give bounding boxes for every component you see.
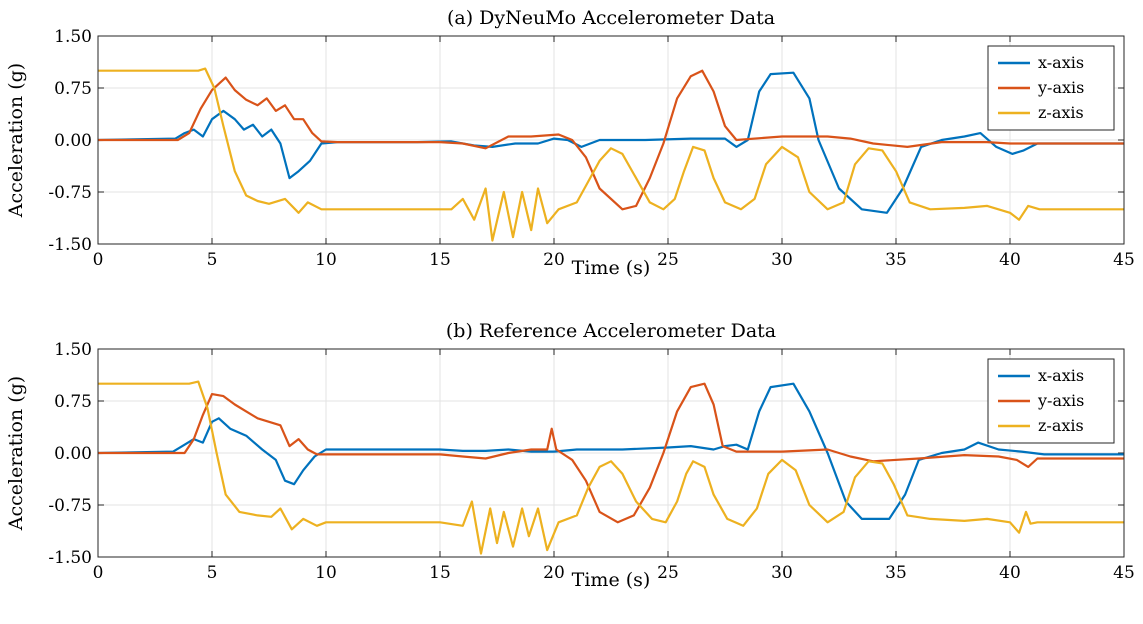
x-tick-label: 25 [657,250,679,270]
y-axis-label: Acceleration (g) [5,63,27,218]
y-tick-label: -0.75 [48,496,92,516]
x-tick-label: 35 [885,250,907,270]
series-line-x-axis [98,382,1124,520]
y-tick-label: 0.00 [54,131,92,151]
legend-entry: x-axis [1038,366,1084,385]
chart-title: (b) Reference Accelerometer Data [446,320,776,342]
y-tick-label: 0.75 [54,392,92,412]
series-line-z-axis [98,67,1124,242]
x-tick-label: 45 [1113,250,1135,270]
series-line-z-axis [98,380,1124,555]
x-tick-label: 25 [657,563,679,583]
plot-frame [97,35,1125,245]
plot-frame [97,348,1125,558]
x-axis-label: Time (s) [572,257,651,279]
x-axis-label: Time (s) [572,569,651,591]
x-tick-label: 15 [429,250,451,270]
panel-b: 0 5 10 15 20 25 30 35 40 45 1.50 0.75 0.00 -0.75 -1.50… [5,320,1135,591]
legend-entry: y-axis [1037,78,1084,97]
legend-entry: x-axis [1038,53,1084,72]
x-tick-label: 5 [207,250,218,270]
x-tick-label: 30 [771,563,793,583]
y-tick-label: -1.50 [48,548,92,568]
x-tick-label: 10 [315,563,337,583]
x-tick-label: 40 [999,250,1021,270]
y-tick-label: 0.00 [54,444,92,464]
y-tick-label: -0.75 [48,183,92,203]
x-tick-label: 10 [315,250,337,270]
y-tick-label: 1.50 [54,27,92,47]
x-tick-label: 0 [93,250,104,270]
x-tick-label: 30 [771,250,793,270]
y-tick-label: -1.50 [48,235,92,255]
x-tick-label: 15 [429,563,451,583]
series-line-y-axis [98,382,1124,524]
x-tick-label: 5 [207,563,218,583]
panel-a: 0 5 10 15 20 25 30 35 40 45 1.50 0.75 0.00 -0.75 -1.50… [5,7,1135,279]
x-tick-label: 0 [93,563,104,583]
x-tick-label: 45 [1113,563,1135,583]
y-tick-label: 0.75 [54,79,92,99]
legend-entry: y-axis [1037,391,1084,410]
plot-area: 0 5 10 15 20 25 30 35 40 45 1.50 0.75 0.00 -0.75 -1.50… [48,340,1134,583]
y-tick-label: 1.50 [54,340,92,360]
series-line-y-axis [98,69,1124,211]
legend-entry: z-axis [1038,416,1084,435]
x-tick-label: 20 [543,250,565,270]
series-group [98,380,1124,555]
series-group [98,67,1124,242]
legend: x-axis y-axis z-axis [987,358,1115,444]
x-tick-label: 20 [543,563,565,583]
y-axis-label: Acceleration (g) [5,376,27,531]
legend-entry: z-axis [1038,103,1084,122]
legend: x-axis y-axis z-axis [987,45,1115,131]
x-tick-label: 35 [885,563,907,583]
x-tick-label: 40 [999,563,1021,583]
chart-title: (a) DyNeuMo Accelerometer Data [447,7,775,29]
plot-area: 0 5 10 15 20 25 30 35 40 45 1.50 0.75 0.00 -0.75 -1.50… [48,27,1134,270]
